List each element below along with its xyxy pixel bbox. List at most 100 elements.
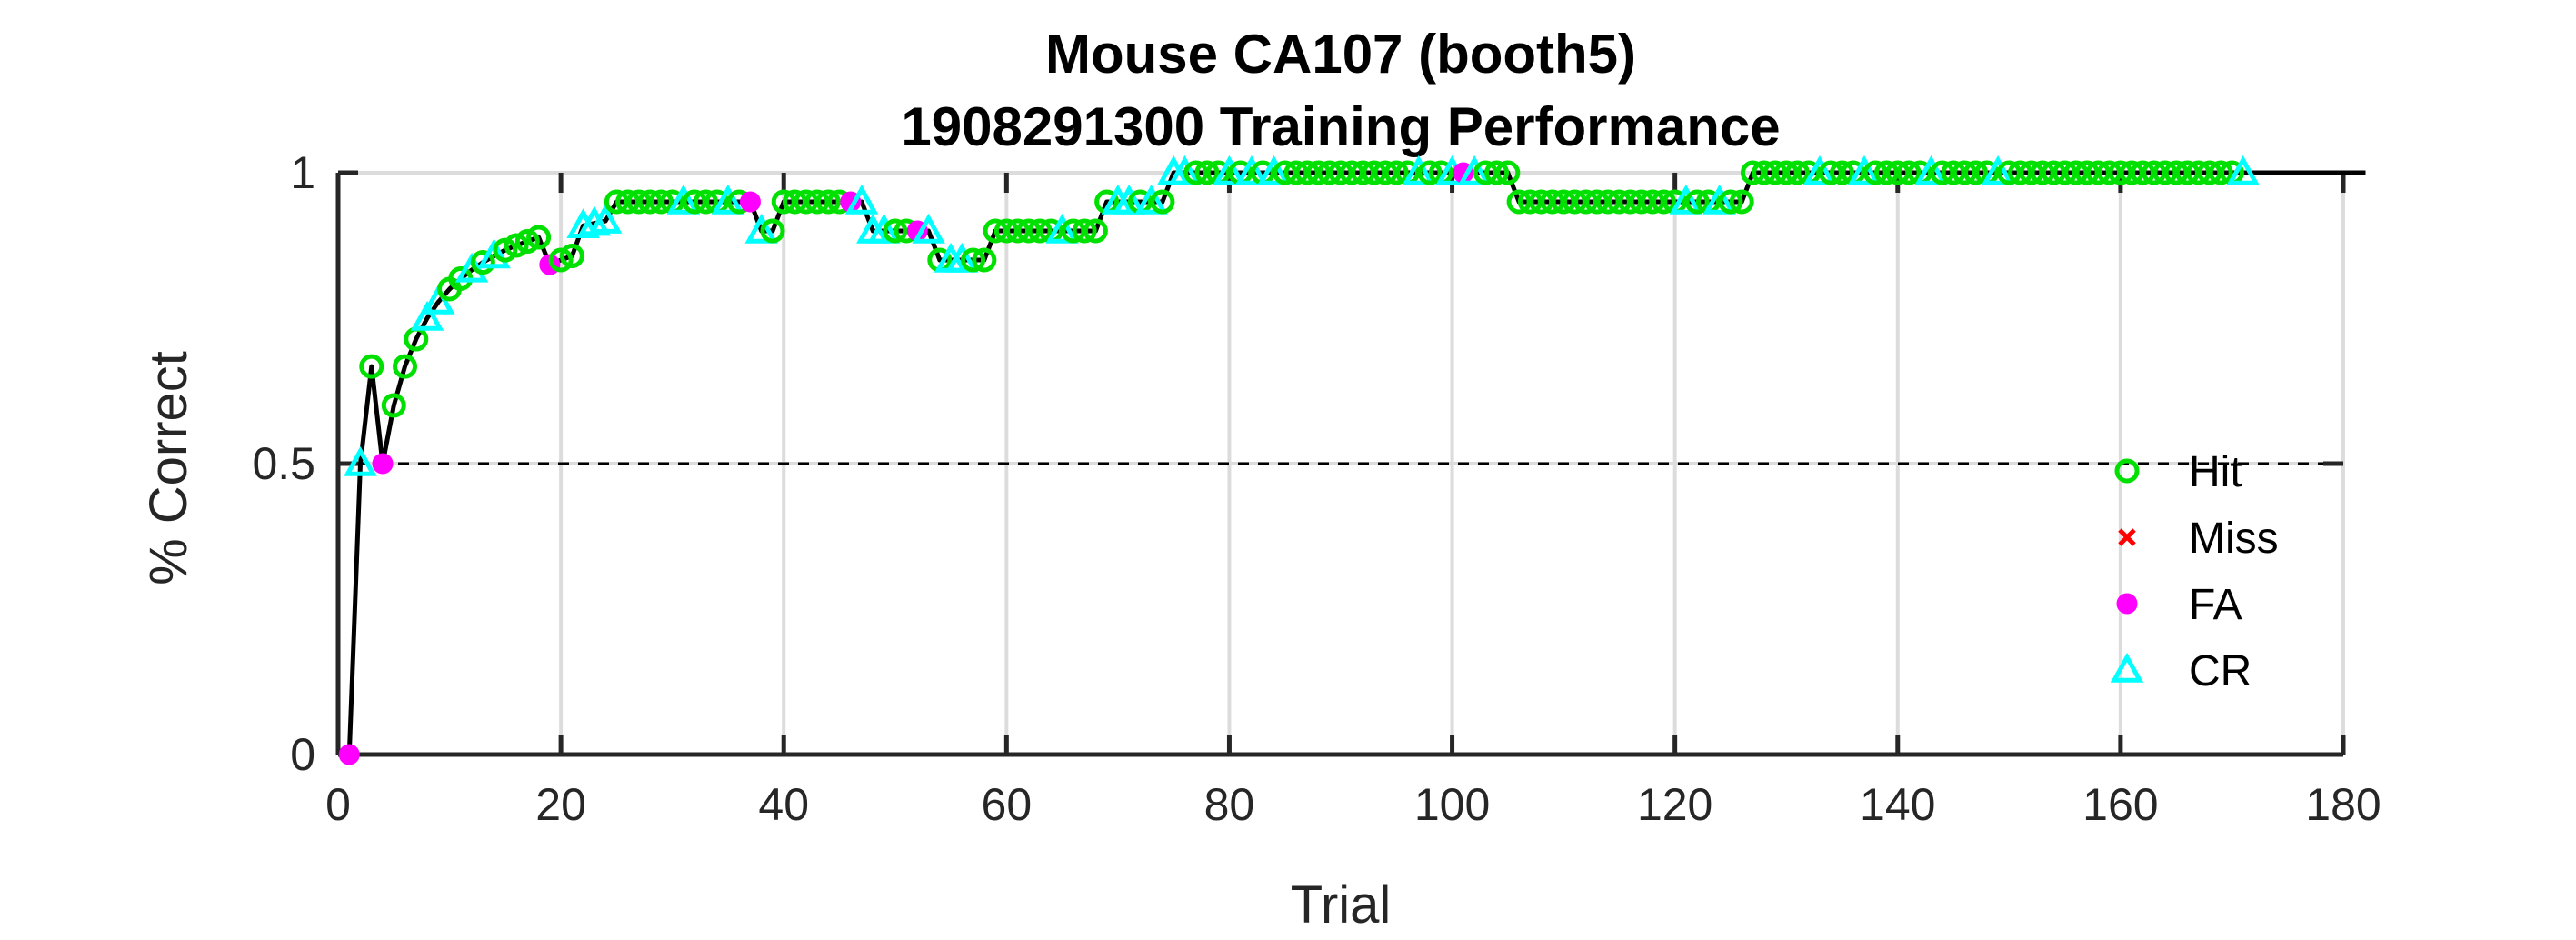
hit-marker <box>1540 189 1565 215</box>
hit-marker <box>993 218 1019 244</box>
cr-marker <box>2226 155 2260 185</box>
hit-marker <box>2041 160 2066 185</box>
hit-marker <box>1351 160 1376 185</box>
x-tick-label: 20 <box>535 779 586 830</box>
cr-marker <box>666 184 701 215</box>
hit-marker <box>983 218 1008 244</box>
hit-marker <box>1762 160 1788 185</box>
x-tick-label: 60 <box>982 779 1033 830</box>
miss-marker <box>2118 528 2136 546</box>
cr-marker <box>1802 155 1837 185</box>
fa-marker <box>372 453 394 475</box>
cr-marker <box>1045 213 1079 244</box>
hit-marker <box>1305 160 1331 185</box>
x-tick-label: 140 <box>1860 779 1935 830</box>
hit-marker <box>1606 189 1632 215</box>
hit-marker <box>1952 160 1977 185</box>
fa-marker <box>739 191 761 213</box>
hit-marker <box>1573 189 1599 215</box>
hit-marker <box>682 189 707 215</box>
hit-marker <box>359 354 384 379</box>
hit-marker <box>1684 189 1710 215</box>
hit-marker <box>1484 160 1510 185</box>
hit-marker <box>1784 160 1810 185</box>
hit-marker <box>1529 189 1554 215</box>
cr-marker <box>867 213 901 244</box>
hit-marker <box>2030 160 2055 185</box>
hit-marker <box>2108 160 2133 185</box>
x-axis-label: Trial <box>1291 875 1392 935</box>
fa-marker <box>338 744 360 765</box>
x-tick-label: 40 <box>758 779 809 830</box>
hit-marker <box>883 218 908 244</box>
hit-marker <box>1383 160 1409 185</box>
hit-marker <box>1930 160 1955 185</box>
hit-marker <box>1283 160 1309 185</box>
hit-marker <box>504 233 529 258</box>
hit-marker <box>2142 160 2167 185</box>
hit-marker <box>771 189 796 215</box>
hit-marker <box>393 354 418 379</box>
cr-marker <box>1402 155 1436 185</box>
hit-marker <box>648 189 674 215</box>
hit-marker <box>526 225 552 250</box>
hit-marker <box>470 250 495 275</box>
hit-marker <box>2152 160 2178 185</box>
hit-marker <box>626 189 652 215</box>
hit-marker <box>604 189 629 215</box>
legend: Hit Miss FA CR <box>2110 448 2279 695</box>
hit-marker <box>1183 160 1209 185</box>
hit-marker <box>2114 458 2140 484</box>
hit-marker <box>1896 160 1922 185</box>
hit-marker <box>2019 160 2044 185</box>
trial-markers <box>338 155 2260 765</box>
hit-marker <box>1506 189 1532 215</box>
hit-marker <box>1584 189 1610 215</box>
hit-marker <box>2186 160 2212 185</box>
hit-marker <box>493 237 518 263</box>
legend-label-fa: FA <box>2189 581 2242 629</box>
cr-marker <box>566 208 600 238</box>
hit-marker <box>1551 189 1576 215</box>
hit-marker <box>548 247 574 273</box>
cr-marker <box>1847 155 1882 185</box>
cr-marker <box>1981 155 2015 185</box>
hit-marker <box>1562 189 1587 215</box>
hit-marker <box>1495 160 1521 185</box>
hit-marker <box>2052 160 2078 185</box>
tick-labels: 0 20 40 60 80 100 120 140 160 180 0 0.5 1 <box>252 147 2381 830</box>
cr-marker <box>422 284 455 315</box>
cr-marker <box>744 213 778 244</box>
hit-marker <box>1996 160 2022 185</box>
hit-marker <box>1729 189 1754 215</box>
hit-marker <box>637 189 663 215</box>
cr-marker <box>1213 155 1246 185</box>
hit-marker <box>1150 189 1175 215</box>
y-tick-label: 0 <box>290 729 315 780</box>
hit-marker <box>1016 218 1042 244</box>
cr-marker <box>912 213 945 244</box>
hit-marker <box>693 189 718 215</box>
cr-marker <box>945 242 979 273</box>
legend-label-miss: Miss <box>2189 515 2279 563</box>
cr-marker <box>1914 155 1948 185</box>
hit-marker <box>1027 218 1053 244</box>
hit-marker <box>2119 160 2144 185</box>
y-axis-label: % Correct <box>139 351 198 585</box>
hit-marker <box>804 189 830 215</box>
hit-marker <box>815 189 841 215</box>
hit-marker <box>1194 160 1220 185</box>
hit-marker <box>615 189 641 215</box>
x-tick-label: 0 <box>325 779 351 830</box>
hit-marker <box>1885 160 1911 185</box>
hit-marker <box>1417 160 1443 185</box>
hit-marker <box>1629 189 1654 215</box>
hit-marker <box>760 218 785 244</box>
y-tick-label: 0.5 <box>252 438 315 489</box>
hit-marker <box>794 189 819 215</box>
hit-marker <box>2130 160 2155 185</box>
hit-marker <box>1651 189 1676 215</box>
x-tick-label: 180 <box>2305 779 2381 830</box>
hit-marker <box>2063 160 2089 185</box>
y-tick-label: 1 <box>290 147 315 198</box>
